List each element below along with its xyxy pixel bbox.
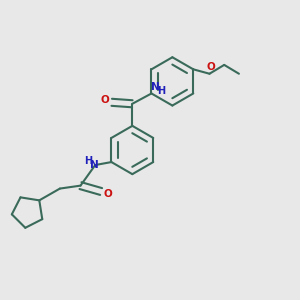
Text: H: H — [157, 85, 165, 95]
Text: O: O — [103, 189, 112, 199]
Text: H: H — [84, 157, 92, 166]
Text: N: N — [90, 160, 98, 170]
Text: O: O — [207, 62, 215, 72]
Text: O: O — [101, 95, 110, 105]
Text: N: N — [151, 82, 159, 92]
